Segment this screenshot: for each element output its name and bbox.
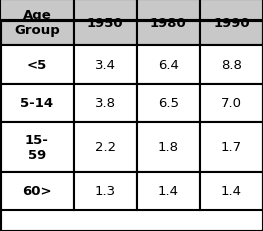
Text: 8.8: 8.8 bbox=[221, 59, 242, 72]
Bar bbox=[0, 84, 74, 122]
Bar bbox=[137, 172, 200, 210]
Text: 60>: 60> bbox=[22, 185, 52, 198]
Bar bbox=[74, 84, 137, 122]
Text: 3.8: 3.8 bbox=[95, 97, 116, 110]
Text: 1.7: 1.7 bbox=[221, 141, 242, 154]
Bar bbox=[74, 46, 137, 84]
Text: Age
Group: Age Group bbox=[14, 9, 60, 37]
Bar bbox=[0, 46, 74, 84]
Bar bbox=[200, 0, 263, 46]
Text: 1.4: 1.4 bbox=[158, 185, 179, 198]
Text: 7.0: 7.0 bbox=[221, 97, 242, 110]
Text: 1990: 1990 bbox=[213, 17, 250, 30]
Bar bbox=[137, 122, 200, 172]
Text: <5: <5 bbox=[27, 59, 47, 72]
Bar bbox=[0, 122, 74, 172]
Bar bbox=[0, 0, 74, 46]
Bar bbox=[137, 46, 200, 84]
Bar bbox=[137, 84, 200, 122]
Bar bbox=[200, 84, 263, 122]
Text: 6.5: 6.5 bbox=[158, 97, 179, 110]
Text: 1980: 1980 bbox=[150, 17, 187, 30]
Text: 6.4: 6.4 bbox=[158, 59, 179, 72]
Bar bbox=[74, 0, 137, 46]
Bar bbox=[200, 122, 263, 172]
Text: 1.3: 1.3 bbox=[95, 185, 116, 198]
Text: 3.4: 3.4 bbox=[95, 59, 116, 72]
Text: 15-
59: 15- 59 bbox=[25, 134, 49, 161]
Bar bbox=[74, 172, 137, 210]
Bar bbox=[200, 46, 263, 84]
Text: 1.4: 1.4 bbox=[221, 185, 242, 198]
Bar bbox=[74, 122, 137, 172]
Text: 1950: 1950 bbox=[87, 17, 124, 30]
Bar bbox=[200, 172, 263, 210]
Text: 1.8: 1.8 bbox=[158, 141, 179, 154]
Bar bbox=[0, 172, 74, 210]
Text: 5-14: 5-14 bbox=[20, 97, 53, 110]
Text: 2.2: 2.2 bbox=[95, 141, 116, 154]
Bar bbox=[137, 0, 200, 46]
